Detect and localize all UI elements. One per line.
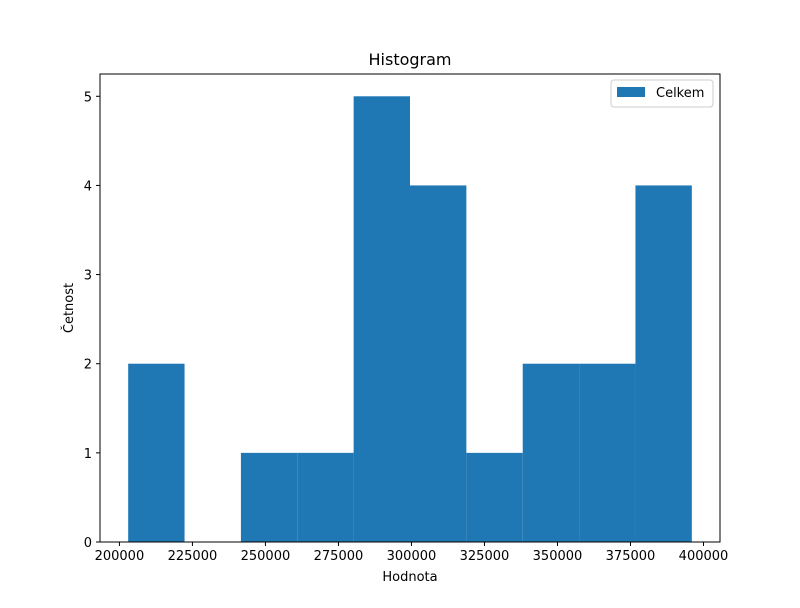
x-tick-label: 325000 [460, 549, 510, 564]
histogram-bar [579, 363, 636, 542]
histogram-bar [466, 452, 523, 542]
y-tick-label: 5 [84, 90, 92, 105]
x-tick-label: 250000 [241, 549, 291, 564]
x-axis-label: Hodnota [382, 570, 437, 585]
y-tick-label: 3 [84, 269, 92, 284]
x-tick-label: 400000 [679, 549, 729, 564]
y-axis-label: Četnost [61, 283, 77, 333]
x-tick-label: 275000 [314, 549, 364, 564]
y-tick-label: 2 [84, 358, 92, 373]
legend-label-celkem: Celkem [656, 86, 704, 101]
x-tick-label: 300000 [387, 549, 437, 564]
y-tick-label: 0 [84, 536, 92, 551]
x-tick-label: 375000 [606, 549, 656, 564]
histogram-bar [635, 185, 692, 542]
x-axis-ticks: 200000 225000 250000 275000 300000 325000 3500… [95, 542, 729, 564]
x-tick-label: 200000 [95, 549, 145, 564]
plot-frame [99, 73, 721, 543]
y-tick-label: 4 [84, 179, 92, 194]
histogram-bar [353, 96, 410, 543]
y-axis-ticks: 0 1 2 3 4 5 [84, 90, 100, 551]
histogram-bar [297, 452, 354, 542]
histogram-bar [128, 363, 185, 542]
legend-swatch-celkem [617, 87, 645, 97]
histogram-bar [410, 185, 467, 542]
histogram-bar [522, 363, 580, 542]
bars-group [128, 96, 692, 543]
y-tick-label: 1 [84, 447, 92, 462]
histogram-bar [240, 452, 298, 542]
chart-title: Histogram [369, 50, 452, 69]
legend: Celkem [610, 79, 714, 108]
x-tick-label: 350000 [533, 549, 583, 564]
x-tick-label: 225000 [168, 549, 218, 564]
legend-box [610, 79, 714, 108]
